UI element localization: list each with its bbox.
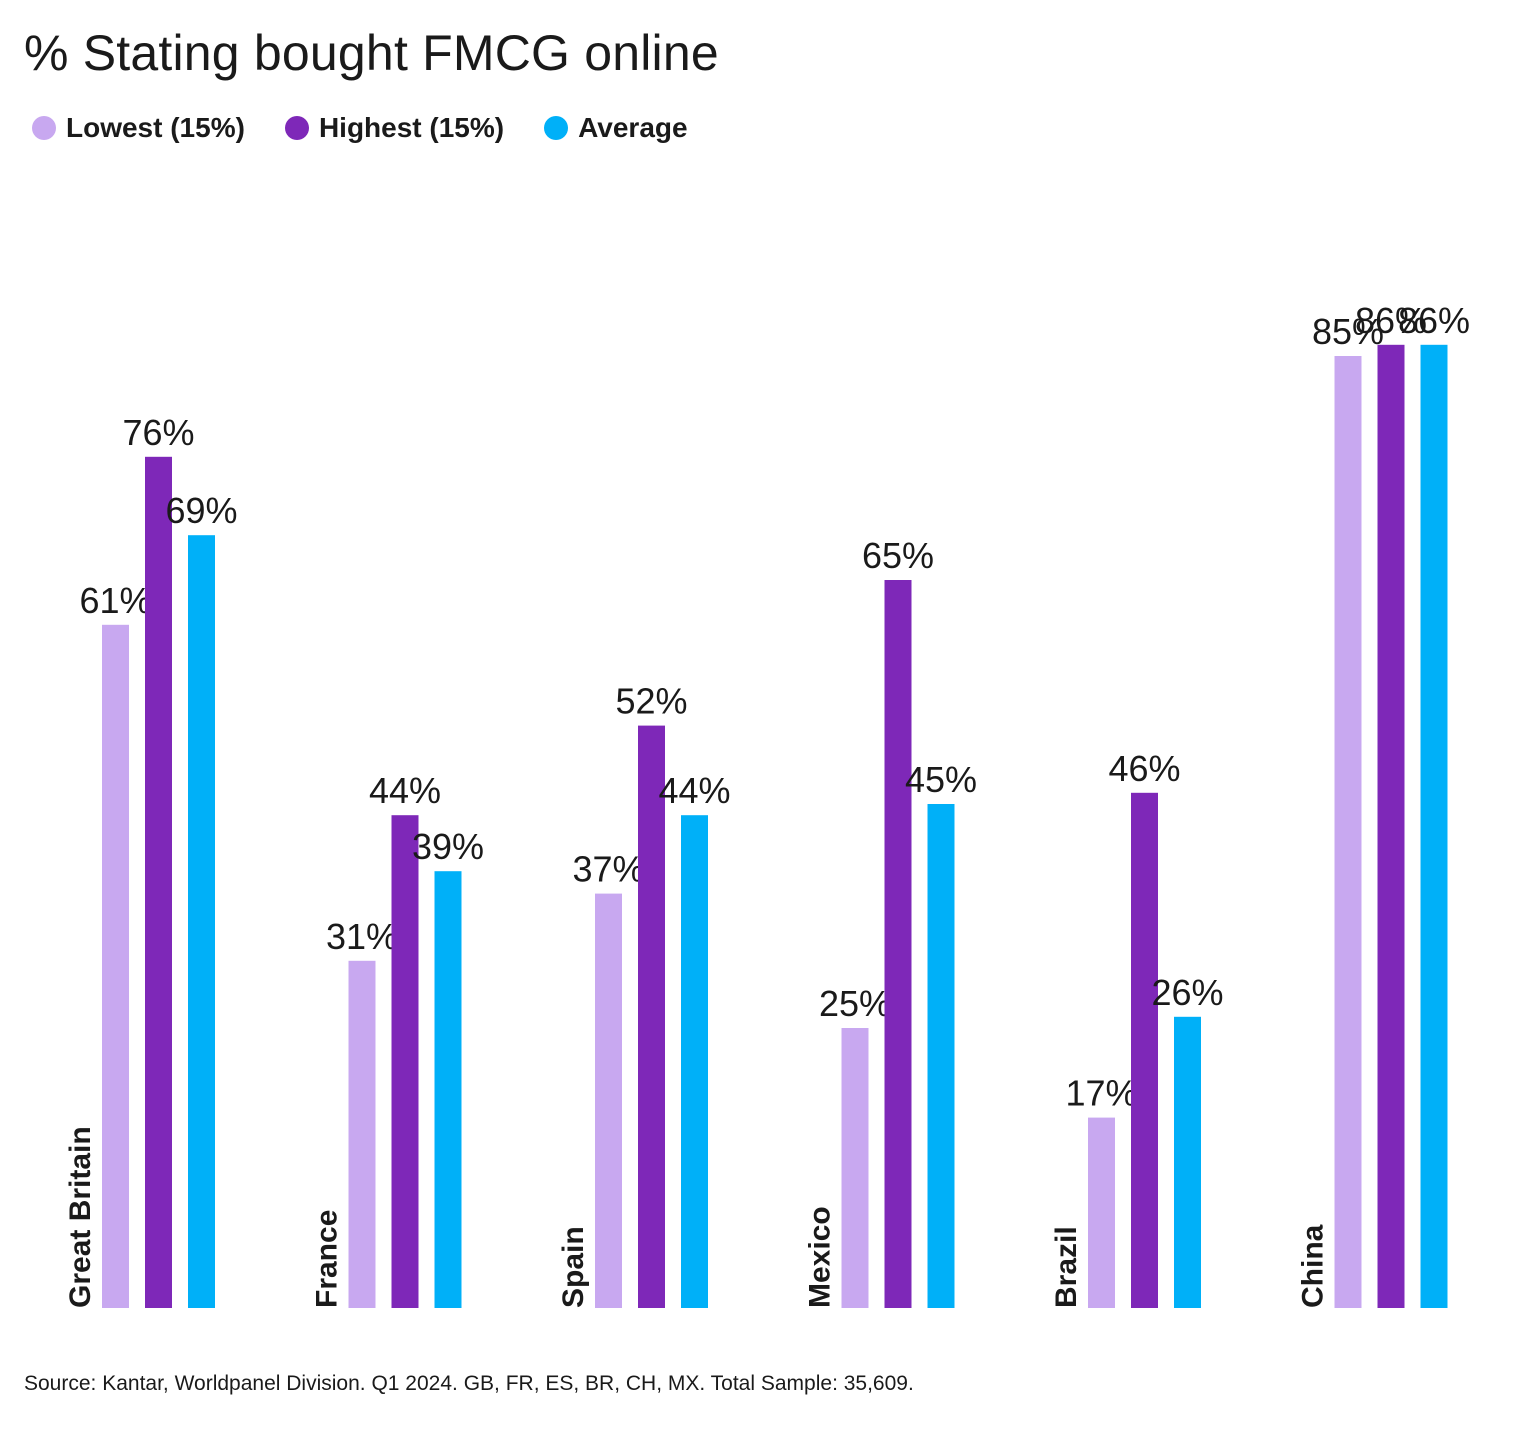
- data-label-great-britain-lowest: 61%: [79, 580, 151, 621]
- data-label-mexico-lowest: 25%: [819, 983, 891, 1024]
- data-label-china-lowest: 85%: [1312, 311, 1384, 352]
- data-label-spain-highest: 52%: [615, 681, 687, 722]
- data-label-brazil-average: 26%: [1151, 972, 1223, 1013]
- bar-great-britain-lowest: [102, 624, 129, 1308]
- bar-brazil-average: [1174, 1016, 1201, 1308]
- bar-france-average: [434, 871, 462, 1308]
- data-label-great-britain-average: 69%: [165, 490, 237, 531]
- data-label-france-highest: 44%: [369, 770, 441, 811]
- bar-brazil-lowest: [1088, 1117, 1115, 1308]
- legend-dot-lowest: [32, 116, 56, 140]
- data-label-mexico-highest: 65%: [862, 535, 934, 576]
- category-label-brazil: Brazil: [1050, 1226, 1083, 1308]
- legend-item-highest: Highest (15%): [284, 112, 505, 144]
- legend-item-average: Average: [544, 112, 688, 144]
- bar-france-lowest: [348, 960, 376, 1308]
- category-label-spain: Spain: [557, 1226, 590, 1308]
- data-label-france-lowest: 31%: [326, 916, 398, 957]
- bar-mexico-highest: [884, 580, 912, 1308]
- data-label-brazil-lowest: 17%: [1065, 1073, 1137, 1114]
- bar-great-britain-average: [188, 535, 215, 1308]
- bar-china-lowest: [1334, 356, 1362, 1308]
- data-label-spain-average: 44%: [658, 770, 730, 811]
- category-label-france: France: [310, 1210, 343, 1308]
- data-label-spain-lowest: 37%: [572, 849, 644, 890]
- bar-mexico-lowest: [841, 1028, 869, 1308]
- data-label-great-britain-highest: 76%: [122, 412, 194, 453]
- source-note: Source: Kantar, Worldpanel Division. Q1 …: [24, 1372, 914, 1395]
- data-label-mexico-average: 45%: [905, 759, 977, 800]
- bar-china-highest: [1377, 344, 1405, 1308]
- category-label-china: China: [1296, 1224, 1329, 1308]
- legend-label-highest: Highest (15%): [318, 112, 505, 143]
- legend-dot-highest: [284, 116, 309, 140]
- data-label-france-average: 39%: [412, 826, 484, 867]
- legend: Lowest (15%) Highest (15%) Average: [32, 112, 688, 144]
- bar-spain-highest: [638, 725, 665, 1308]
- chart-title: % Stating bought FMCG online: [24, 25, 719, 81]
- bar-china-average: [1420, 344, 1448, 1308]
- bar-mexico-average: [927, 804, 955, 1308]
- category-label-great-britain: Great Britain: [64, 1126, 97, 1308]
- data-label-china-highest: 86%: [1355, 300, 1427, 341]
- bar-spain-average: [681, 815, 708, 1308]
- bar-brazil-highest: [1131, 792, 1158, 1308]
- bar-great-britain-highest: [145, 456, 172, 1308]
- data-label-brazil-highest: 46%: [1108, 748, 1180, 789]
- category-label-mexico: Mexico: [803, 1206, 836, 1308]
- legend-item-lowest: Lowest (15%): [32, 112, 245, 144]
- legend-label-lowest: Lowest (15%): [66, 112, 245, 143]
- legend-label-average: Average: [578, 112, 688, 143]
- data-label-china-average: 86%: [1398, 300, 1470, 341]
- legend-dot-average: [544, 116, 569, 140]
- bar-france-highest: [391, 815, 419, 1308]
- bar-spain-lowest: [595, 893, 622, 1308]
